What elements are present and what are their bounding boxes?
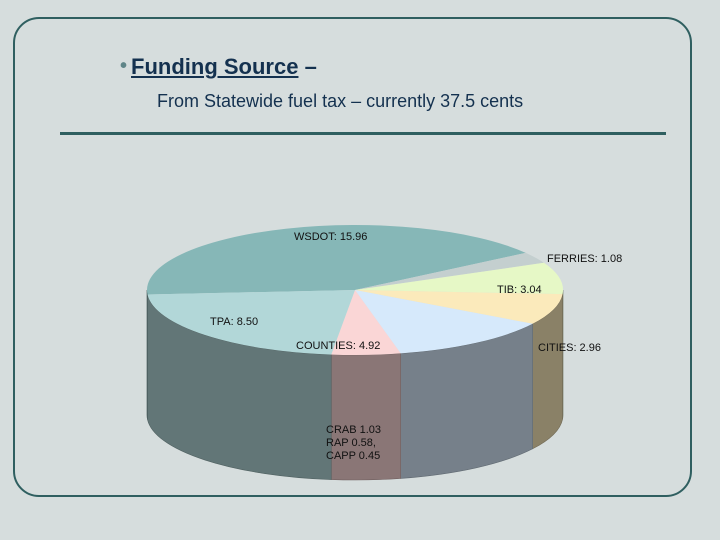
slide-subtitle: From Statewide fuel tax – currently 37.5…: [157, 91, 524, 111]
pie-label-4: COUNTIES: 4.92: [296, 340, 380, 352]
heading-dash: –: [298, 54, 317, 79]
pie-label-5-line-2: CAPP 0.45: [326, 450, 380, 462]
pie-labels: WSDOT: 15.96 FERRIES: 1.08 TIB: 3.04 CITIES…: [210, 231, 622, 462]
pie-slice-2: [355, 262, 563, 295]
pie-label-5-line-1: RAP 0.58,: [326, 437, 376, 449]
pie-slice-6: [147, 290, 355, 355]
pie-sides: [146, 289, 564, 481]
heading-title: Funding Source: [131, 54, 299, 79]
pie-label-1: FERRIES: 1.08: [547, 253, 622, 265]
pie-tops: [147, 225, 563, 356]
pie-label-6: TPA: 8.50: [210, 316, 258, 328]
pie-slice-1: [355, 252, 544, 290]
bullet-icon: •: [120, 55, 128, 77]
pie-label-3: CITIES: 2.96: [538, 342, 601, 354]
pie-label-0: WSDOT: 15.96: [294, 231, 367, 243]
pie-slice-5: [331, 290, 401, 356]
slide-frame: [13, 17, 692, 497]
pie-label-5-line-0: CRAB 1.03: [326, 424, 381, 436]
pie-slice-0: [147, 225, 526, 295]
pie-label-5: CRAB 1.03 RAP 0.58, CAPP 0.45: [326, 424, 381, 462]
divider-line: [60, 132, 666, 135]
pie-slice-3: [355, 290, 563, 324]
slide-heading: • Funding Source –: [120, 54, 317, 80]
pie-slice-4: [355, 290, 533, 354]
pie-label-2: TIB: 3.04: [497, 284, 542, 296]
